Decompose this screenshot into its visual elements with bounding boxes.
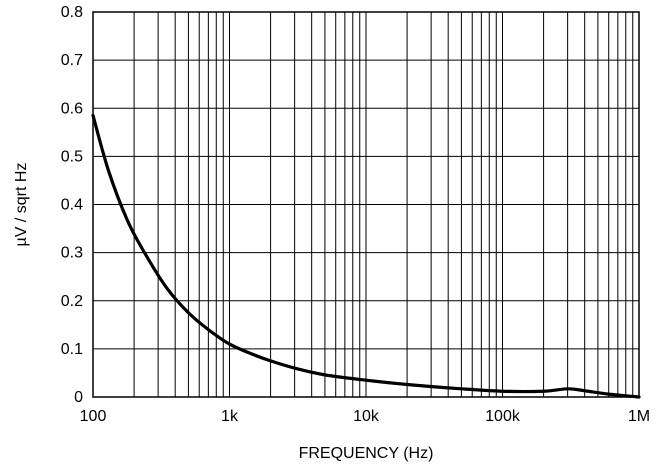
y-tick-label: 0.3 (61, 245, 83, 262)
y-tick-label: 0 (74, 389, 83, 406)
y-tick-label: 0.7 (61, 52, 83, 69)
x-tick-label: 1k (221, 408, 239, 425)
y-tick-label: 0.4 (61, 197, 83, 214)
x-tick-label: 10k (353, 408, 380, 425)
series-line (91, 113, 641, 399)
x-tick-label: 100k (485, 408, 521, 425)
x-tick-label: 1M (628, 408, 650, 425)
plot-frame (92, 11, 640, 398)
tick-labels: 0 0.1 0.2 0.3 0.4 0.5 0.6 0.7 0.8 100 1k 10k 100k 1M (61, 4, 650, 425)
x-axis-label: FREQUENCY (Hz) (299, 445, 434, 462)
y-tick-label: 0.2 (61, 293, 83, 310)
grid-lines (92, 11, 639, 398)
y-axis-label: µV / sqrt Hz (13, 163, 30, 247)
y-tick-label: 0.6 (61, 100, 83, 117)
series-layer (91, 113, 641, 399)
y-tick-label: 0.5 (61, 148, 83, 165)
y-tick-label: 0.8 (61, 4, 83, 21)
y-tick-label: 0.1 (61, 341, 83, 358)
x-tick-label: 100 (80, 408, 107, 425)
